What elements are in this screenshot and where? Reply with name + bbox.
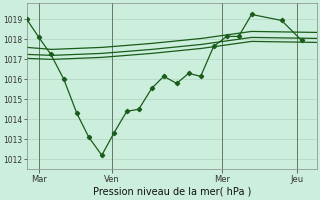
X-axis label: Pression niveau de la mer( hPa ): Pression niveau de la mer( hPa ) bbox=[92, 187, 251, 197]
